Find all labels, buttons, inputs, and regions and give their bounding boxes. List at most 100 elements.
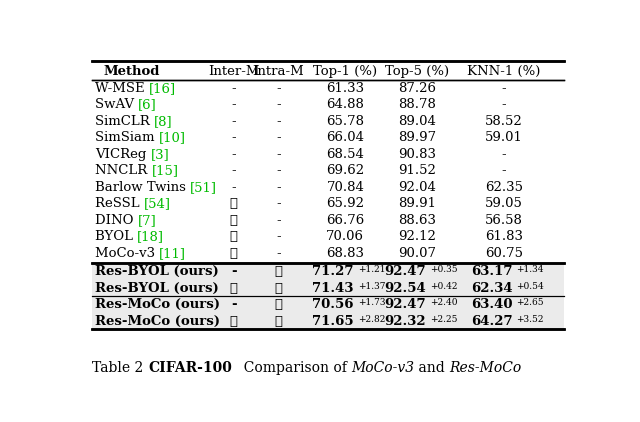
Text: -: - [276, 246, 281, 260]
Text: Res-MoCo (ours): Res-MoCo (ours) [95, 298, 220, 311]
Text: +1.73: +1.73 [358, 298, 385, 307]
Text: 90.83: 90.83 [398, 148, 436, 161]
Text: W-MSE: W-MSE [95, 82, 148, 95]
Text: Res-MoCo: Res-MoCo [449, 361, 522, 376]
Text: [8]: [8] [154, 115, 173, 128]
Text: -: - [502, 82, 506, 95]
Text: [18]: [18] [137, 230, 164, 243]
Text: -: - [232, 115, 236, 128]
Text: [16]: [16] [148, 82, 176, 95]
Text: -: - [231, 298, 237, 311]
Text: -: - [502, 164, 506, 177]
Text: 92.54: 92.54 [384, 281, 426, 295]
Text: 68.54: 68.54 [326, 148, 364, 161]
Text: ✓: ✓ [230, 314, 238, 327]
Text: ✓: ✓ [275, 265, 282, 278]
Text: 63.40: 63.40 [471, 298, 513, 311]
Text: 92.04: 92.04 [398, 181, 436, 194]
Text: 91.52: 91.52 [398, 164, 436, 177]
Text: [10]: [10] [159, 131, 186, 144]
Text: -: - [232, 164, 236, 177]
Text: 58.52: 58.52 [485, 115, 523, 128]
Text: -: - [276, 148, 281, 161]
Text: NNCLR: NNCLR [95, 164, 152, 177]
Text: Inter-M: Inter-M [208, 65, 259, 78]
Text: +1.34: +1.34 [516, 265, 544, 274]
Text: 89.04: 89.04 [398, 115, 436, 128]
Text: SwAV: SwAV [95, 98, 138, 111]
Text: Method: Method [104, 65, 160, 78]
Text: +0.42: +0.42 [429, 281, 457, 291]
Text: -: - [276, 164, 281, 177]
Text: 59.05: 59.05 [485, 197, 523, 210]
Text: 56.58: 56.58 [485, 214, 523, 227]
Text: 92.32: 92.32 [384, 314, 426, 327]
Text: -: - [231, 265, 237, 278]
Text: ✓: ✓ [275, 298, 282, 311]
Text: [51]: [51] [190, 181, 217, 194]
Text: 65.92: 65.92 [326, 197, 364, 210]
Text: +1.21: +1.21 [358, 265, 385, 274]
Text: ✓: ✓ [230, 214, 238, 227]
Text: 68.83: 68.83 [326, 246, 364, 260]
Text: Intra-M: Intra-M [253, 65, 304, 78]
Text: 88.63: 88.63 [398, 214, 436, 227]
Text: -: - [276, 214, 281, 227]
Text: 90.07: 90.07 [398, 246, 436, 260]
Text: 70.56: 70.56 [312, 298, 354, 311]
Text: 89.91: 89.91 [398, 197, 436, 210]
Text: 60.75: 60.75 [485, 246, 523, 260]
Text: SimCLR: SimCLR [95, 115, 154, 128]
Text: ✓: ✓ [275, 314, 282, 327]
Text: -: - [502, 98, 506, 111]
Text: [54]: [54] [144, 197, 171, 210]
Text: +0.54: +0.54 [516, 281, 544, 291]
Text: DINO: DINO [95, 214, 138, 227]
Text: 64.27: 64.27 [471, 314, 513, 327]
Text: 61.33: 61.33 [326, 82, 364, 95]
Text: -: - [232, 131, 236, 144]
Text: VICReg: VICReg [95, 148, 150, 161]
Text: 71.65: 71.65 [312, 314, 354, 327]
Text: +1.37: +1.37 [358, 281, 385, 291]
Text: CIFAR-100: CIFAR-100 [148, 361, 232, 376]
Text: -: - [276, 131, 281, 144]
Text: -: - [232, 82, 236, 95]
Text: 71.27: 71.27 [312, 265, 354, 278]
Text: 70.84: 70.84 [326, 181, 364, 194]
Text: 65.78: 65.78 [326, 115, 364, 128]
Text: ✓: ✓ [275, 281, 282, 295]
Text: -: - [232, 148, 236, 161]
Text: ✓: ✓ [230, 246, 238, 260]
Text: 92.12: 92.12 [398, 230, 436, 243]
Text: Res-BYOL (ours): Res-BYOL (ours) [95, 265, 219, 278]
Text: 59.01: 59.01 [485, 131, 523, 144]
Text: [15]: [15] [152, 164, 179, 177]
Text: Table 2: Table 2 [92, 361, 143, 376]
Text: [6]: [6] [138, 98, 157, 111]
Text: Comparison of: Comparison of [235, 361, 351, 376]
Text: Res-MoCo (ours): Res-MoCo (ours) [95, 314, 220, 327]
Text: 61.83: 61.83 [485, 230, 523, 243]
Text: Top-1 (%): Top-1 (%) [314, 65, 378, 78]
Text: 71.43: 71.43 [312, 281, 354, 295]
Text: +2.82: +2.82 [358, 314, 385, 324]
Text: -: - [276, 82, 281, 95]
Text: 70.06: 70.06 [326, 230, 364, 243]
Text: 62.34: 62.34 [471, 281, 513, 295]
Text: -: - [276, 98, 281, 111]
Text: MoCo-v3: MoCo-v3 [351, 361, 414, 376]
Text: -: - [232, 181, 236, 194]
Text: 62.35: 62.35 [485, 181, 523, 194]
Text: MoCo-v3: MoCo-v3 [95, 246, 159, 260]
Text: BYOL: BYOL [95, 230, 137, 243]
Text: +2.40: +2.40 [429, 298, 457, 307]
Bar [92, 263, 564, 296]
Text: +3.52: +3.52 [516, 314, 544, 324]
Text: 87.26: 87.26 [398, 82, 436, 95]
Text: SimSiam: SimSiam [95, 131, 159, 144]
Text: ✓: ✓ [230, 281, 238, 295]
Text: 89.97: 89.97 [398, 131, 436, 144]
Text: +2.25: +2.25 [429, 314, 457, 324]
Text: 66.04: 66.04 [326, 131, 364, 144]
